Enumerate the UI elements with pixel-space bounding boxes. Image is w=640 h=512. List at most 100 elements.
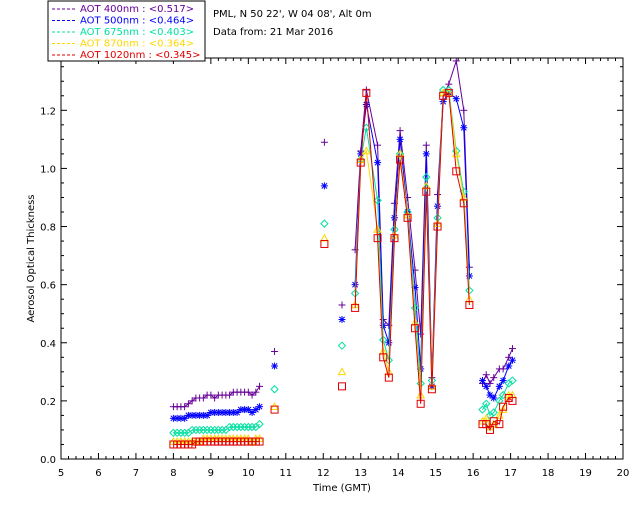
legend-entry: AOT 500nm : <0.464> [80,16,194,27]
x-tick-label: 7 [133,468,139,479]
data-point [422,150,430,158]
data-point [490,374,498,382]
data-point [482,371,490,379]
series-1 [169,89,516,422]
data-point [374,159,382,167]
data-point [229,422,238,432]
x-tick-label: 16 [467,468,480,479]
data-point [411,324,420,333]
data-point [256,382,264,390]
data-point [465,300,474,309]
y-tick-label: 1.2 [40,106,56,117]
data-point [320,239,329,248]
data-point [232,422,242,432]
series-0 [169,58,516,411]
x-tick-label: 19 [579,468,592,479]
data-point [490,394,498,402]
x-tick-label: 17 [504,468,517,479]
data-point [184,400,192,408]
x-tick-label: 15 [429,468,442,479]
marker-stroke [500,377,507,384]
data-point [452,167,461,176]
data-point [384,373,393,382]
data-point [508,356,516,364]
marker-stroke [271,363,278,369]
data-point [252,406,260,414]
data-point [256,403,264,411]
data-point [187,425,197,435]
data-point [489,408,498,417]
data-point [240,422,249,432]
data-point [499,377,507,385]
data-point [495,382,503,390]
y-tick-label: 0.6 [40,281,56,292]
x-tick-label: 8 [170,468,176,479]
marker-stroke [339,316,345,323]
data-point [191,425,201,435]
x-tick-label: 5 [58,468,64,479]
data-point [459,199,468,208]
x-tick-label: 10 [242,468,255,479]
y-axis: 0.0 0.2 0.4 0.6 0.8 1.0 1.2 [40,66,623,466]
data-point [362,100,370,108]
marker-stroke [505,363,512,369]
data-point [211,394,219,402]
x-tick-label: 13 [354,468,367,479]
legend-box [47,0,206,62]
data-point [247,422,257,432]
data-point [244,406,252,414]
data-point [508,345,516,353]
legend-entry: AOT 1020nm : <0.345> [80,50,200,61]
data-point [207,391,215,399]
data-point [362,86,370,94]
data-point [338,382,346,391]
data-point [233,409,241,417]
data-point [176,428,186,438]
data-point [505,353,513,361]
data-point [478,405,487,414]
marker-stroke [434,203,441,210]
data-point [379,353,388,362]
data-point [338,316,346,324]
data-point [373,234,382,243]
data-point [195,425,204,435]
data-point [390,214,398,222]
marker-stroke [204,412,211,419]
series-line [354,60,470,378]
data-point [255,437,264,446]
x-tick-label: 20 [617,468,630,479]
y-tick-label: 0.8 [40,223,56,234]
data-point [320,219,329,228]
data-point [427,385,436,394]
series-line [482,397,513,432]
x-axis-label: Time (GMT) [312,483,371,494]
data-point [362,146,371,155]
legend-entry: AOT 870nm : <0.364> [80,39,194,50]
data-point [439,91,448,100]
data-point [172,428,182,438]
marker-stroke [496,383,503,390]
x-tick-label: 9 [208,468,214,479]
data-point [396,155,405,164]
series-4 [169,88,517,449]
marker-stroke [453,95,460,102]
x-tick-label: 18 [542,468,555,479]
data-point [452,58,460,65]
data-point [202,425,212,435]
x-axis: 5 6 7 8 9 10 11 12 13 14 15 16 17 18 19 20 [58,58,630,479]
marker-stroke [181,415,188,422]
marker-stroke [460,124,467,131]
data-point [199,425,208,435]
data-point [465,272,473,280]
data-point [374,141,382,149]
data-point [486,379,494,387]
data-point [499,402,508,411]
marker-stroke [509,357,516,364]
data-point [410,303,420,313]
series-line [354,92,470,404]
site-info: PML, N 50 22', W 04 08', Alt 0m [213,9,372,20]
y-tick-label: 0.4 [40,339,56,350]
data-point [495,420,504,429]
y-tick-label: 1.0 [40,164,56,175]
